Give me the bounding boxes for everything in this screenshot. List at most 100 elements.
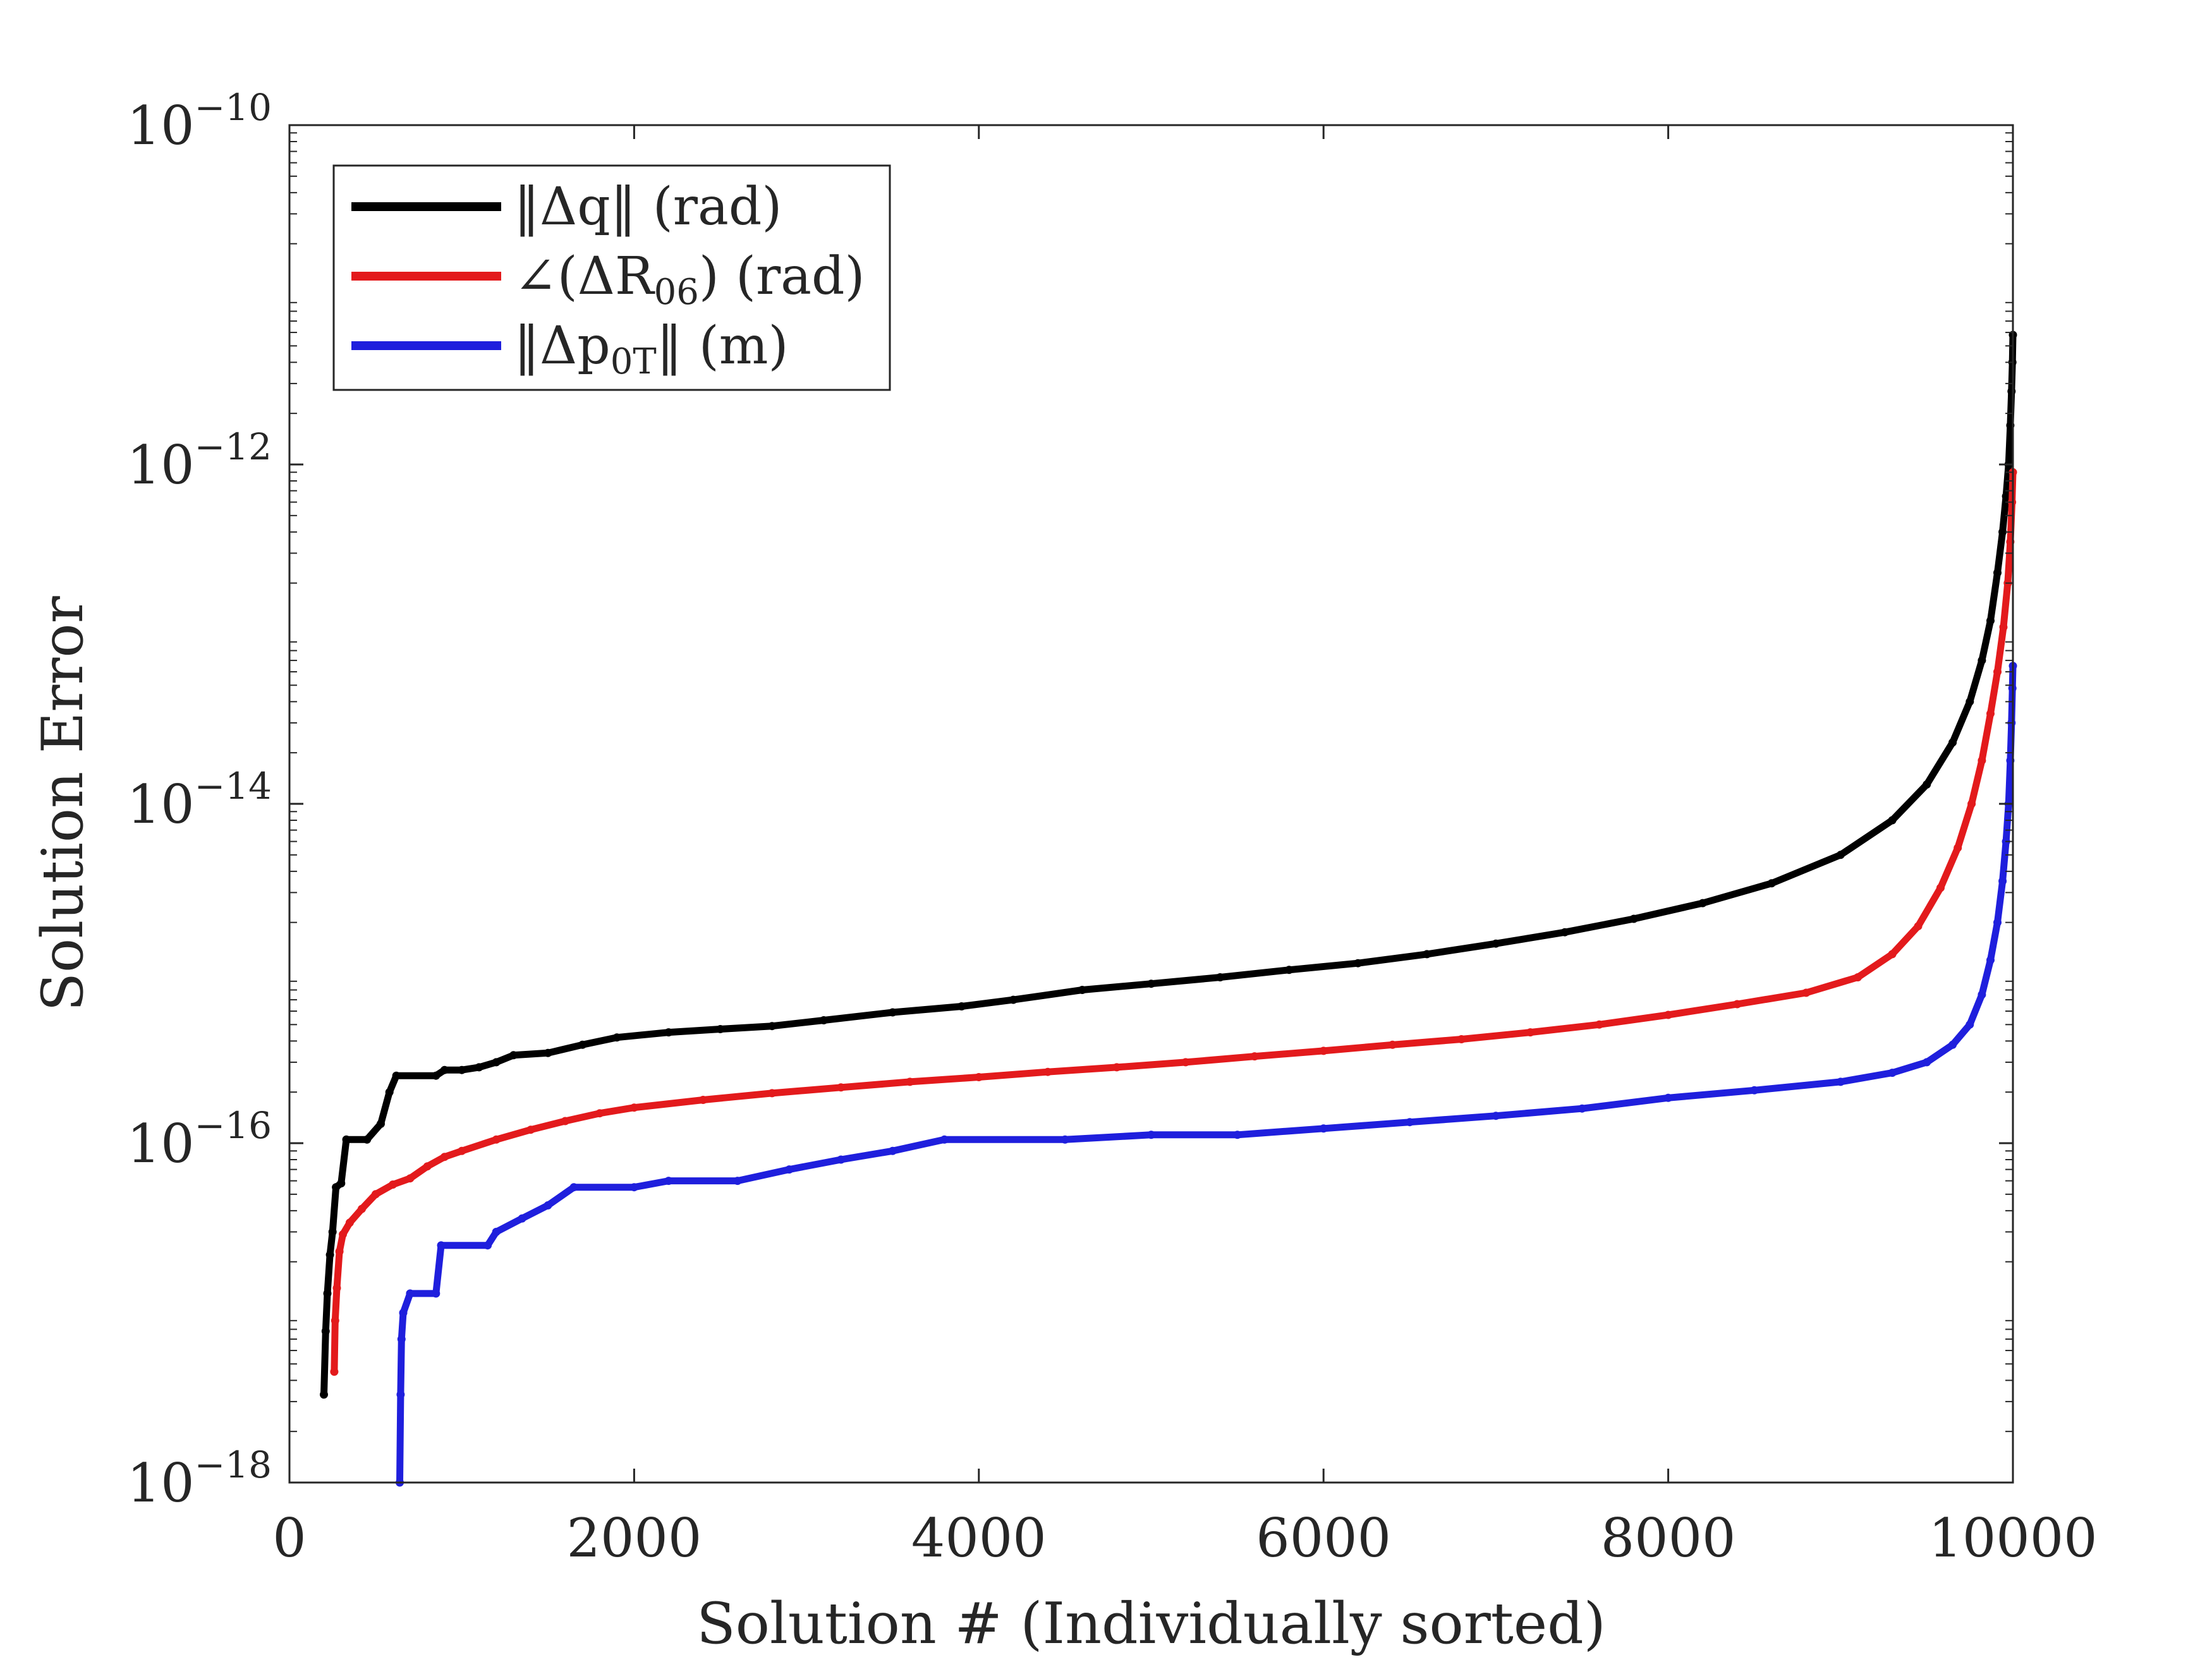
series-point-0-6 [337,1179,346,1187]
series-point-0-26 [957,1002,966,1010]
series-point-0-37 [1698,899,1707,907]
legend-label-sub-1: 06 [654,272,699,313]
series-point-2-35 [1993,918,2002,927]
y-tick-exp-1: −12 [195,425,272,468]
series-point-0-46 [1993,568,2002,577]
x-tick-label-1: 2000 [567,1507,702,1569]
x-axis-label: Solution # (Individually sorted) [696,1591,1606,1657]
series-point-1-34 [1802,988,1811,997]
series-point-2-1 [396,1390,405,1399]
series-point-1-18 [699,1096,707,1104]
series-point-0-2 [323,1289,332,1298]
legend-label-sub-2: 0T [611,341,657,382]
series-point-0-7 [342,1135,351,1144]
series-point-2-11 [569,1183,578,1192]
series-point-1-9 [406,1174,415,1183]
ticks-layer: 0 2000 4000 6000 8000 1000010−1010−1210−1410−… [127,86,2098,1569]
series-point-1-3 [335,1247,344,1256]
legend-label-2: ‖Δp0T‖ (m) [514,316,789,382]
series-point-0-3 [325,1251,334,1259]
series-point-1-24 [1112,1063,1121,1072]
series-point-2-3 [399,1309,408,1317]
series-point-1-2 [332,1283,341,1292]
series-1 [330,468,2017,1376]
series-point-0-28 [1078,986,1086,994]
series-point-0-15 [475,1063,483,1072]
series-point-0-29 [1147,980,1155,988]
x-tick-label-0: 0 [272,1507,306,1569]
series-point-1-33 [1733,1000,1742,1009]
series-point-0-35 [1560,928,1569,937]
series-point-2-8 [492,1227,501,1236]
series-point-0-31 [1285,966,1294,974]
series-point-2-18 [940,1135,949,1144]
series-point-1-26 [1250,1052,1259,1061]
y-tick-base-2: 10 [127,773,195,835]
legend: ‖Δq‖ (rad) ∠(ΔR06) (rad)‖Δp0T‖ (m) [332,164,891,391]
series-point-1-11 [440,1153,449,1162]
legend-label-main-1: ∠(ΔR [514,246,655,306]
series-point-1-17 [629,1103,638,1112]
series-point-1-1 [331,1316,339,1325]
series-point-1-14 [526,1125,535,1134]
series-point-1-29 [1457,1035,1466,1043]
series-point-1-8 [389,1180,398,1189]
series-point-1-13 [492,1135,501,1144]
series-point-0-45 [1986,616,1995,625]
series-point-0-36 [1629,914,1638,923]
y-tick-label-1: 10−12 [127,425,272,496]
series-point-0-14 [458,1065,466,1074]
series-point-2-25 [1577,1104,1586,1113]
series-point-1-7 [371,1190,380,1199]
series-point-2-15 [785,1165,794,1174]
series-point-0-21 [664,1028,673,1037]
series-point-1-20 [837,1083,846,1092]
series-point-2-2 [397,1335,406,1344]
series-point-0-10 [385,1088,394,1096]
series-point-2-24 [1492,1112,1500,1120]
series-point-0-23 [768,1022,777,1031]
series-point-2-19 [1060,1135,1069,1144]
series-point-0-16 [492,1058,501,1067]
series-point-2-14 [733,1177,742,1186]
series-point-0-12 [432,1071,441,1080]
series-point-2-16 [837,1155,846,1164]
series-point-1-44 [1999,622,2008,631]
legend-label-0: ‖Δq‖ (rad) [514,177,782,237]
x-tick-label-3: 6000 [1256,1507,1391,1569]
series-point-1-32 [1664,1010,1673,1019]
series-point-2-9 [518,1214,526,1223]
series-point-1-23 [1043,1067,1052,1076]
series-point-0-39 [1836,851,1845,859]
series-point-1-16 [595,1109,604,1118]
series-point-1-22 [975,1073,983,1081]
series-point-2-36 [1998,876,2007,885]
series-point-0-9 [377,1119,385,1128]
series-point-2-21 [1233,1131,1242,1139]
y-tick-label-3: 10−16 [127,1104,272,1175]
series-point-2-28 [1836,1077,1845,1086]
series-point-0-30 [1216,973,1225,981]
series-point-2-23 [1406,1118,1414,1127]
series-point-0-41 [1923,780,1931,789]
series-point-2-6 [437,1241,446,1250]
series-point-2-33 [1978,990,1986,999]
y-tick-label-4: 10−18 [127,1443,272,1514]
series-point-0-34 [1492,939,1500,948]
series-point-2-12 [629,1183,638,1192]
series-point-0-11 [392,1071,401,1080]
series-point-1-12 [458,1146,466,1155]
y-tick-exp-0: −10 [195,86,272,129]
y-tick-exp-3: −16 [195,1104,272,1147]
series-point-0-20 [612,1033,621,1042]
series-point-1-30 [1526,1028,1534,1037]
series-point-1-40 [1967,799,1976,808]
legend-label-1: ∠(ΔR06) (rad) [514,246,865,313]
y-tick-base-4: 10 [127,1452,195,1514]
series-point-0-40 [1888,816,1897,825]
series-point-2-34 [1986,955,1995,964]
y-tick-exp-2: −14 [195,765,272,808]
y-tick-label-0: 10−10 [127,86,272,157]
series-point-0-0 [320,1390,328,1399]
